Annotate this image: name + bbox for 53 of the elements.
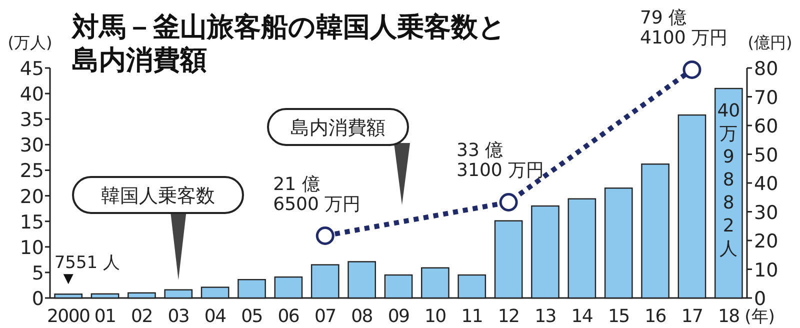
x-tick-label: 01 (94, 306, 116, 327)
x-tick-label: 15 (608, 306, 630, 327)
y2-axis-title: (億円) (748, 33, 792, 52)
y-tick-label: 40 (20, 84, 44, 106)
note: 33 億 3100 万円 (456, 140, 544, 182)
x-tick-label: 06 (278, 306, 300, 327)
x-tick-label: 18 (718, 306, 740, 327)
note: 79 億 4100 万円 (640, 8, 728, 49)
x-tick-label: 04 (204, 306, 226, 327)
y2-tick-label: 40 (754, 173, 778, 195)
y-tick-label: 10 (20, 236, 44, 259)
y-tick-label: 20 (20, 186, 44, 208)
y2-tick-label: 50 (754, 144, 778, 166)
x-tick-label: 16 (644, 306, 666, 327)
x-tick-label: 09 (388, 306, 410, 327)
x-tick-label: 07 (314, 306, 336, 327)
annotation: 7551 人 (54, 253, 120, 274)
x-tick-label: 03 (168, 306, 190, 327)
y2-tick-label: 30 (754, 202, 778, 224)
annotation: 韓国人乗客数 (101, 185, 215, 207)
x-tick-label: 12 (498, 306, 520, 327)
x-axis-title: (年) (744, 307, 775, 327)
point (499, 192, 518, 212)
x-tick-label: 13 (534, 306, 556, 327)
y-tick-label: 35 (20, 109, 44, 132)
y-tick-label: 45 (20, 58, 44, 80)
y-axis-title: (万人) (8, 33, 52, 52)
y-tick-label: 5 (32, 262, 44, 284)
x-tick-label: 10 (424, 306, 446, 327)
x-tick-label: 08 (351, 306, 373, 327)
point (682, 60, 702, 79)
y2-tick-label: 60 (754, 116, 778, 138)
y2-tick-label: 10 (754, 259, 778, 282)
x-tick-label: 11 (461, 306, 483, 327)
x-tick-label: 02 (131, 306, 152, 327)
y-tick-label: 25 (20, 160, 44, 182)
y-tick-label: 0 (32, 288, 44, 310)
annotation: 島内消費額 (290, 117, 386, 139)
note: 7551 人 (54, 253, 120, 284)
y2-tick-label: 80 (754, 58, 778, 80)
x-tick-label: 17 (681, 306, 703, 327)
note: 40万9882人 (717, 100, 740, 260)
y2-tick-label: 20 (754, 230, 778, 252)
x-tick-label: 2000 (47, 306, 90, 327)
x-tick-label: 05 (241, 306, 262, 327)
point (316, 226, 334, 246)
y2-tick-label: 0 (754, 288, 766, 310)
x-tick-label: 14 (571, 306, 593, 327)
y-tick-label: 15 (20, 211, 44, 234)
note: 21 億 6500 万円 (273, 174, 361, 215)
y-tick-label: 30 (20, 134, 44, 157)
title: 対馬－釜山旅客船の韓国人乗客数と島内消費額 (72, 12, 506, 76)
y2-tick-label: 70 (754, 86, 778, 109)
